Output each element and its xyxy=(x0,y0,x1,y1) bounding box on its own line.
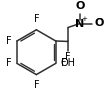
Text: F: F xyxy=(34,80,39,90)
Text: −: − xyxy=(96,16,102,22)
Text: OH: OH xyxy=(60,58,75,68)
Text: O: O xyxy=(75,0,85,10)
Text: +: + xyxy=(81,16,87,22)
Text: F: F xyxy=(61,58,67,68)
Text: F: F xyxy=(6,36,12,46)
Text: F: F xyxy=(34,14,39,24)
Text: O: O xyxy=(94,18,104,28)
Text: N: N xyxy=(75,19,85,29)
Text: F: F xyxy=(65,52,71,62)
Text: F: F xyxy=(6,58,12,68)
